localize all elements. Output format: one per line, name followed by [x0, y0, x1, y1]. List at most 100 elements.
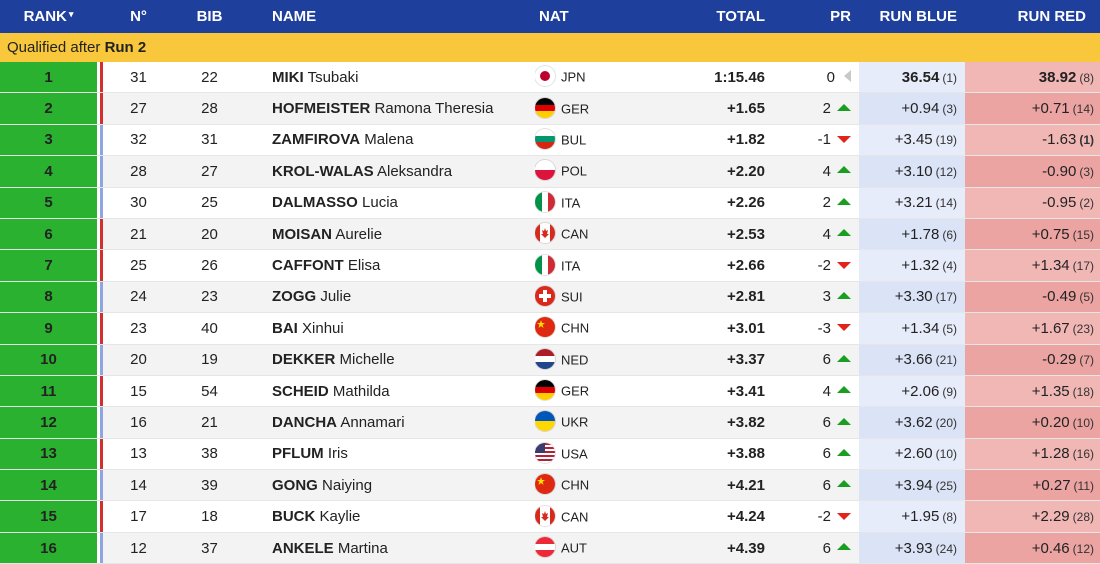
nation-code: ITA — [561, 195, 581, 211]
nation-code: USA — [561, 446, 588, 462]
table-row[interactable]: 13 13 38 PFLUM Iris USA +3.88 6 +2.60 (10) +1.28(… — [0, 438, 1100, 471]
qualified-banner: Qualified after Run 2 — [0, 33, 1100, 62]
athlete-last-name: ANKELE — [272, 539, 334, 557]
header-total[interactable]: TOTAL — [659, 0, 765, 33]
table-row[interactable]: 8 24 23 ZOGG Julie SUI +2.81 3 +3.30 (17) -0.49 (5… — [0, 281, 1100, 314]
athlete-last-name: SCHEID — [272, 382, 329, 400]
run-red-value: -0.29 — [1042, 351, 1077, 369]
table-row[interactable]: 14 14 39 GONG Naiying CHN +4.21 6 +3.94 (25) +0.2… — [0, 469, 1100, 502]
flag-ger-icon — [535, 380, 555, 401]
position-change: 4 — [765, 155, 859, 188]
bib-number: 31 — [174, 124, 245, 157]
athlete-name[interactable]: MIKI Tsubaki — [272, 62, 535, 94]
position-change-value: 6 — [822, 413, 831, 431]
athlete-name[interactable]: PFLUM Iris — [272, 438, 535, 471]
arrow-left-icon — [844, 69, 851, 82]
run-blue-value: +3.62 — [894, 413, 933, 431]
header-nat[interactable]: NAT — [535, 0, 659, 33]
athlete-first-name: Ramona Theresia — [374, 100, 494, 118]
athlete-name[interactable]: KROL-WALAS Aleksandra — [272, 155, 535, 188]
table-row[interactable]: 15 17 18 BUCK Kaylie CAN +4.24 -2 +1.95 (8) +2.29… — [0, 500, 1100, 533]
table-row[interactable]: 10 20 19 DEKKER Michelle NED +3.37 6 +3.66 (21) -… — [0, 344, 1100, 376]
athlete-name[interactable]: CAFFONT Elisa — [272, 249, 535, 282]
table-row[interactable]: 1 31 22 MIKI Tsubaki JPN 1:15.46 0 36.54 (1) 38.9… — [0, 62, 1100, 94]
header-rank[interactable]: RANK ▾ — [0, 0, 97, 33]
position-change-value: -3 — [817, 319, 831, 337]
run-blue-value: +3.30 — [894, 288, 933, 306]
header-pr[interactable]: PR — [765, 0, 859, 33]
position-change: 6 — [765, 469, 859, 502]
table-row[interactable]: 4 28 27 KROL-WALAS Aleksandra POL +2.20 4 +3.10… — [0, 155, 1100, 188]
arrow-up-icon — [837, 354, 851, 362]
bib-number: 21 — [174, 406, 245, 439]
run-blue-rank: (9) — [942, 384, 957, 399]
bib-number: 18 — [174, 500, 245, 533]
athlete-name[interactable]: ZOGG Julie — [272, 281, 535, 314]
arrow-up-icon — [837, 448, 851, 456]
course-indicator — [100, 62, 103, 94]
athlete-last-name: GONG — [272, 476, 318, 494]
total-time: +3.37 — [659, 344, 765, 376]
header-number[interactable]: N° — [103, 0, 174, 33]
arrow-up-icon — [837, 480, 851, 488]
run-blue-rank: (25) — [935, 478, 957, 493]
table-row[interactable]: 3 32 31 ZAMFIROVA Malena BUL +1.82 -1 +3.45 (19)… — [0, 124, 1100, 157]
rank-cell: 7 — [0, 249, 97, 282]
table-row[interactable]: 7 25 26 CAFFONT Elisa ITA +2.66 -2 +1.32 (4) +1.3… — [0, 249, 1100, 282]
nation: ITA — [535, 187, 659, 219]
position-change: 6 — [765, 532, 859, 564]
run-blue-value: +3.94 — [894, 476, 933, 494]
run-red-time: 38.92 (8) — [965, 62, 1100, 94]
athlete-name[interactable]: MOISAN Aurelie — [272, 218, 535, 251]
position-change: 2 — [765, 187, 859, 219]
table-row[interactable]: 6 21 20 MOISAN Aurelie CAN +2.53 4 +1.78 (6) +0.7… — [0, 218, 1100, 251]
athlete-name[interactable]: DEKKER Michelle — [272, 344, 535, 376]
run-red-time: +1.28 (16) — [965, 438, 1100, 471]
athlete-name[interactable]: ANKELE Martina — [272, 532, 535, 564]
nation-code: POL — [561, 163, 588, 179]
table-row[interactable]: 11 15 54 SCHEID Mathilda GER +3.41 4 +2.06 (9) +1… — [0, 375, 1100, 408]
total-time: +2.66 — [659, 249, 765, 282]
athlete-name[interactable]: DANCHA Annamari — [272, 406, 535, 439]
rank-cell: 12 — [0, 406, 97, 439]
athlete-first-name: Mathilda — [332, 382, 390, 400]
arrow-up-icon — [837, 103, 851, 111]
athlete-name[interactable]: SCHEID Mathilda — [272, 375, 535, 408]
total-time: +4.21 — [659, 469, 765, 502]
athlete-name[interactable]: DALMASSO Lucia — [272, 187, 535, 219]
athlete-name[interactable]: BAI Xinhui — [272, 312, 535, 345]
nation: ITA — [535, 249, 659, 282]
run-red-rank: (5) — [1079, 290, 1094, 305]
athlete-first-name: Elisa — [347, 257, 381, 275]
header-run-blue[interactable]: RUN BLUE — [859, 0, 965, 33]
run-blue-value: 36.54 — [901, 68, 940, 86]
athlete-first-name: Annamari — [340, 413, 405, 431]
bib-number: 54 — [174, 375, 245, 408]
total-time: +2.81 — [659, 281, 765, 314]
table-row[interactable]: 2 27 28 HOFMEISTER Ramona Theresia GER +1.65 2… — [0, 92, 1100, 125]
athlete-name[interactable]: ZAMFIROVA Malena — [272, 124, 535, 157]
header-run-red[interactable]: RUN RED — [965, 0, 1100, 33]
nation-code: CHN — [561, 320, 590, 336]
table-row[interactable]: 5 30 25 DALMASSO Lucia ITA +2.26 2 +3.21 (14) -0.… — [0, 187, 1100, 219]
run-blue-time: +2.06 (9) — [859, 375, 965, 408]
run-blue-time: +1.34 (5) — [859, 312, 965, 345]
nation: BUL — [535, 124, 659, 157]
run-blue-rank: (20) — [935, 415, 957, 430]
header-rank-label: RANK — [23, 8, 67, 25]
run-blue-time: +3.10 (12) — [859, 155, 965, 188]
athlete-name[interactable]: HOFMEISTER Ramona Theresia — [272, 92, 535, 125]
nation-code: GER — [561, 101, 590, 117]
course-indicator — [100, 92, 103, 125]
athlete-name[interactable]: BUCK Kaylie — [272, 500, 535, 533]
athlete-first-name: Aleksandra — [377, 162, 453, 180]
arrow-down-icon — [837, 512, 851, 520]
athlete-last-name: DALMASSO — [272, 194, 358, 212]
run-red-rank: (15) — [1072, 227, 1094, 242]
header-name[interactable]: NAME — [272, 0, 535, 33]
table-row[interactable]: 16 12 37 ANKELE Martina AUT +4.39 6 +3.93 (24) +0… — [0, 532, 1100, 564]
table-row[interactable]: 12 16 21 DANCHA Annamari UKR +3.82 6 +3.62 (20) +… — [0, 406, 1100, 439]
athlete-name[interactable]: GONG Naiying — [272, 469, 535, 502]
table-row[interactable]: 9 23 40 BAI Xinhui CHN +3.01 -3 +1.34 (5) +1.67 (2… — [0, 312, 1100, 345]
header-bib[interactable]: BIB — [174, 0, 245, 33]
